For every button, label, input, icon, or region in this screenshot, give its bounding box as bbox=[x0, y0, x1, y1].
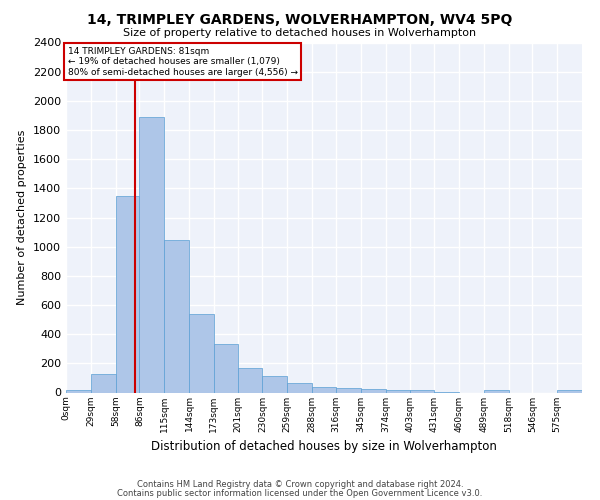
Bar bbox=[214, 344, 238, 392]
Bar bbox=[189, 314, 214, 392]
Bar bbox=[557, 390, 582, 392]
X-axis label: Distribution of detached houses by size in Wolverhampton: Distribution of detached houses by size … bbox=[151, 440, 497, 453]
Bar bbox=[91, 374, 116, 392]
Bar bbox=[410, 390, 434, 392]
Bar bbox=[336, 388, 361, 392]
Bar bbox=[262, 376, 287, 392]
Text: Contains HM Land Registry data © Crown copyright and database right 2024.: Contains HM Land Registry data © Crown c… bbox=[137, 480, 463, 489]
Y-axis label: Number of detached properties: Number of detached properties bbox=[17, 130, 28, 305]
Bar bbox=[484, 390, 509, 392]
Bar bbox=[287, 383, 312, 392]
Bar bbox=[386, 390, 410, 392]
Bar bbox=[139, 117, 164, 392]
Bar bbox=[361, 389, 386, 392]
Text: Contains public sector information licensed under the Open Government Licence v3: Contains public sector information licen… bbox=[118, 488, 482, 498]
Bar bbox=[66, 390, 91, 392]
Bar bbox=[164, 240, 189, 392]
Text: 14 TRIMPLEY GARDENS: 81sqm
← 19% of detached houses are smaller (1,079)
80% of s: 14 TRIMPLEY GARDENS: 81sqm ← 19% of deta… bbox=[68, 47, 298, 76]
Text: 14, TRIMPLEY GARDENS, WOLVERHAMPTON, WV4 5PQ: 14, TRIMPLEY GARDENS, WOLVERHAMPTON, WV4… bbox=[88, 12, 512, 26]
Bar bbox=[312, 386, 336, 392]
Bar bbox=[238, 368, 262, 392]
Text: Size of property relative to detached houses in Wolverhampton: Size of property relative to detached ho… bbox=[124, 28, 476, 38]
Bar bbox=[116, 196, 139, 392]
